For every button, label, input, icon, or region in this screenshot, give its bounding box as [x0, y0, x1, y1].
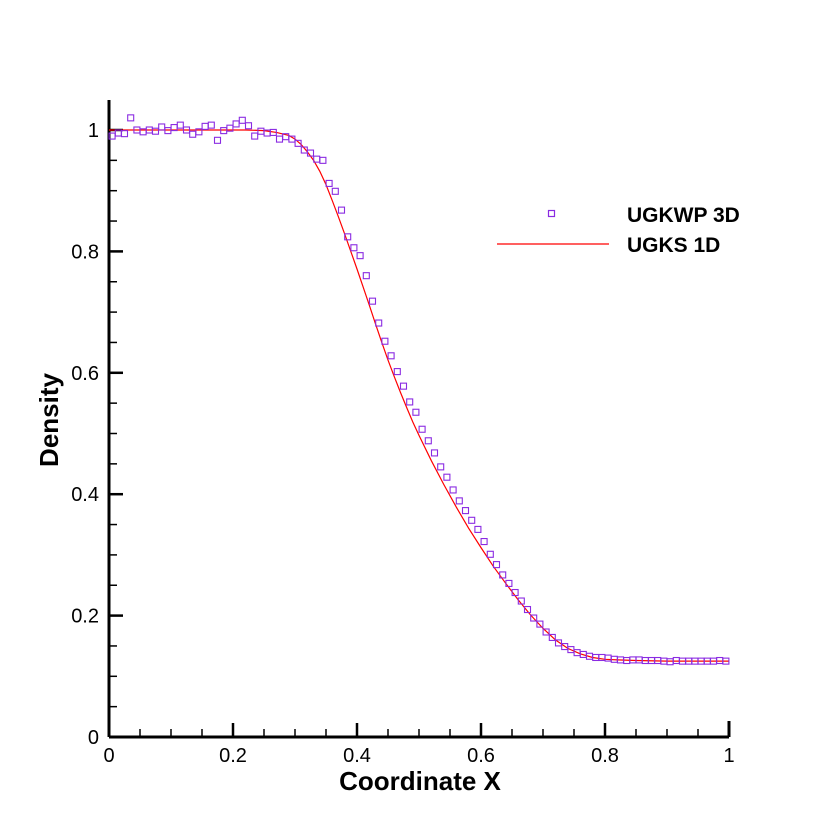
data-point-ugkwp-3d [120, 130, 129, 138]
data-point-ugkwp-3d [325, 179, 333, 187]
y-tick-label: 1 [88, 120, 99, 142]
data-point-ugkwp-3d [517, 597, 525, 605]
data-point-ugkwp-3d [257, 127, 265, 135]
data-point-ugkwp-3d [418, 425, 426, 433]
legend-label-ugkwp-3d: UGKWP 3D [627, 204, 740, 227]
data-point-ugkwp-3d [393, 368, 401, 376]
legend-marker-ugkwp-3d [547, 209, 556, 218]
data-point-ugkwp-3d [548, 633, 556, 642]
data-point-ugkwp-3d [189, 130, 197, 138]
data-point-ugkwp-3d [220, 127, 228, 135]
data-point-ugkwp-3d [406, 398, 414, 406]
data-point-ugkwp-3d [499, 571, 507, 579]
legend: UGKWP 3D UGKS 1D [497, 204, 740, 257]
legend-label-ugks-1d: UGKS 1D [627, 234, 720, 257]
data-point-ugkwp-3d [412, 408, 420, 416]
data-point-ugkwp-3d [151, 127, 160, 135]
y-tick-label: 0.6 [71, 363, 99, 385]
y-tick-label: 0 [88, 727, 99, 749]
y-tick-label: 0.8 [71, 241, 99, 263]
data-point-ugkwp-3d [251, 132, 259, 140]
data-point-ugkwp-3d [201, 122, 209, 130]
data-point-ugkwp-3d [461, 507, 470, 515]
data-point-ugkwp-3d [486, 550, 494, 558]
data-point-ugkwp-3d [337, 206, 346, 214]
x-tick-label: 0.4 [343, 745, 371, 767]
series-markers [108, 114, 730, 666]
x-tick-label: 0.6 [467, 745, 495, 767]
data-point-ugkwp-3d [480, 537, 488, 546]
data-point-ugkwp-3d [381, 337, 389, 345]
data-point-ugkwp-3d [182, 126, 191, 134]
data-point-ugkwp-3d [213, 136, 222, 144]
data-point-ugkwp-3d [492, 561, 501, 569]
data-point-ugkwp-3d [505, 579, 513, 587]
x-tick-label: 0 [103, 745, 114, 767]
data-point-ugkwp-3d [288, 135, 296, 143]
data-point-ugkwp-3d [362, 272, 370, 280]
data-point-ugkwp-3d [511, 588, 519, 597]
data-point-ugkwp-3d [542, 628, 550, 636]
data-point-ugkwp-3d [672, 656, 680, 665]
data-point-ugkwp-3d [449, 486, 457, 494]
data-point-ugkwp-3d [635, 656, 643, 664]
data-point-ugkwp-3d [666, 658, 674, 666]
data-point-ugkwp-3d [554, 639, 563, 647]
data-point-ugkwp-3d [430, 449, 439, 457]
data-point-ugkwp-3d [232, 120, 240, 128]
data-point-ugkwp-3d [127, 114, 135, 122]
data-point-ugkwp-3d [437, 463, 445, 471]
data-point-ugkwp-3d [350, 244, 358, 252]
axis-ticks: 0 0.2 0.4 0.6 0.8 1 0 0.2 0.4 0.6 0.8 1 [71, 120, 734, 767]
data-point-ugkwp-3d [399, 382, 408, 390]
data-point-ugkwp-3d [604, 654, 612, 662]
data-point-ugkwp-3d [176, 121, 184, 129]
data-point-ugkwp-3d [387, 352, 395, 360]
x-tick-label: 1 [723, 745, 734, 767]
data-point-ugkwp-3d [294, 139, 302, 147]
data-point-ugkwp-3d [474, 525, 482, 533]
y-axis-title: Density [34, 373, 64, 467]
y-tick-label: 0.2 [71, 606, 99, 628]
x-axis-title: Coordinate X [339, 766, 501, 796]
data-point-ugkwp-3d [244, 122, 253, 130]
data-point-ugkwp-3d [424, 437, 432, 445]
data-point-ugkwp-3d [269, 128, 277, 136]
data-point-ugkwp-3d [331, 187, 339, 195]
data-point-ugkwp-3d [468, 516, 476, 524]
x-tick-label: 0.8 [591, 745, 619, 767]
data-point-ugkwp-3d [344, 233, 352, 241]
plot-frame [107, 100, 731, 739]
data-point-ugkwp-3d [716, 656, 724, 665]
data-point-ugkwp-3d [306, 149, 315, 157]
data-point-ugkwp-3d [164, 127, 172, 135]
data-point-ugkwp-3d [536, 620, 544, 628]
data-point-ugkwp-3d [443, 473, 451, 481]
data-point-ugkwp-3d [275, 135, 284, 143]
data-point-ugkwp-3d [455, 497, 463, 505]
data-point-ugkwp-3d [158, 123, 166, 131]
data-point-ugkwp-3d [207, 121, 215, 129]
data-point-ugkwp-3d [195, 128, 203, 136]
data-point-ugkwp-3d [356, 252, 364, 260]
data-point-ugkwp-3d [319, 156, 327, 164]
data-point-ugkwp-3d [226, 124, 234, 132]
x-tick-label: 0.2 [219, 745, 247, 767]
data-point-ugkwp-3d [238, 116, 246, 124]
data-point-ugkwp-3d [375, 319, 383, 327]
data-point-ugkwp-3d [722, 657, 730, 665]
data-point-ugkwp-3d [368, 297, 377, 305]
data-point-ugkwp-3d [523, 605, 532, 614]
data-point-ugkwp-3d [530, 614, 538, 622]
y-tick-label: 0.4 [71, 484, 99, 506]
